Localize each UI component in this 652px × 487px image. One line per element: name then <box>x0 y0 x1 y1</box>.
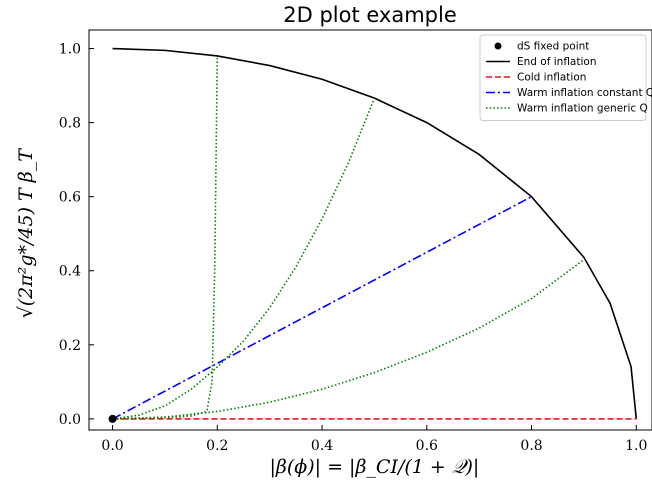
series-line-5 <box>112 97 376 420</box>
legend: dS fixed point End of inflation Cold infla… <box>479 34 652 121</box>
y-tick-label: 0.8 <box>59 116 81 132</box>
x-tick-label: 0.2 <box>206 438 228 454</box>
series-line-1 <box>112 47 638 419</box>
legend-label: dS fixed point <box>517 41 589 53</box>
y-tick-label: 0.0 <box>59 412 81 428</box>
legend-entry: Warm inflation generic Q <box>486 103 648 115</box>
legend-entry: End of inflation <box>486 56 596 68</box>
legend-box <box>479 34 647 121</box>
x-tick-label: 0.6 <box>416 438 438 454</box>
legend-label: End of inflation <box>517 56 596 68</box>
legend-label: Warm inflation generic Q <box>517 103 648 115</box>
legend-entry: Warm inflation constant Q <box>486 87 652 99</box>
legend-entry: dS fixed point <box>494 41 589 53</box>
x-tick-label: 1.0 <box>625 438 647 454</box>
legend-label: Cold inflation <box>517 72 586 84</box>
y-axis-label: √(2π²g*/45) T β_T <box>15 148 37 319</box>
x-tick-label: 0.8 <box>520 438 542 454</box>
chart-title: 2D plot example <box>283 3 457 27</box>
series-line-4 <box>112 55 219 420</box>
y-tick-label: 0.6 <box>59 190 81 206</box>
series-line-6 <box>112 258 585 420</box>
series-line-3 <box>112 195 532 420</box>
x-axis-label: |β(ϕ)| = |β_CI/(1 + 𝒬)| <box>269 456 479 478</box>
axes: 0.0 0.2 0.4 0.6 0.8 1.0 0.0 0.2 0.4 0.6 0.8 1.0 <box>59 29 652 454</box>
x-tick-label: 0.0 <box>101 438 123 454</box>
x-tick-label: 0.4 <box>311 438 333 454</box>
legend-marker <box>494 42 502 50</box>
axes-frame <box>88 29 652 431</box>
legend-entry: Cold inflation <box>486 72 586 84</box>
legend-label: Warm inflation constant Q <box>517 87 652 99</box>
y-tick-label: 1.0 <box>59 42 81 58</box>
data-point-0-0 <box>108 414 117 423</box>
y-tick-label: 0.4 <box>59 264 81 280</box>
y-tick-label: 0.2 <box>59 338 81 354</box>
plot-area <box>108 47 638 423</box>
axis-labels: |β(ϕ)| = |β_CI/(1 + 𝒬)| √(2π²g*/45) T β_T <box>15 148 479 478</box>
